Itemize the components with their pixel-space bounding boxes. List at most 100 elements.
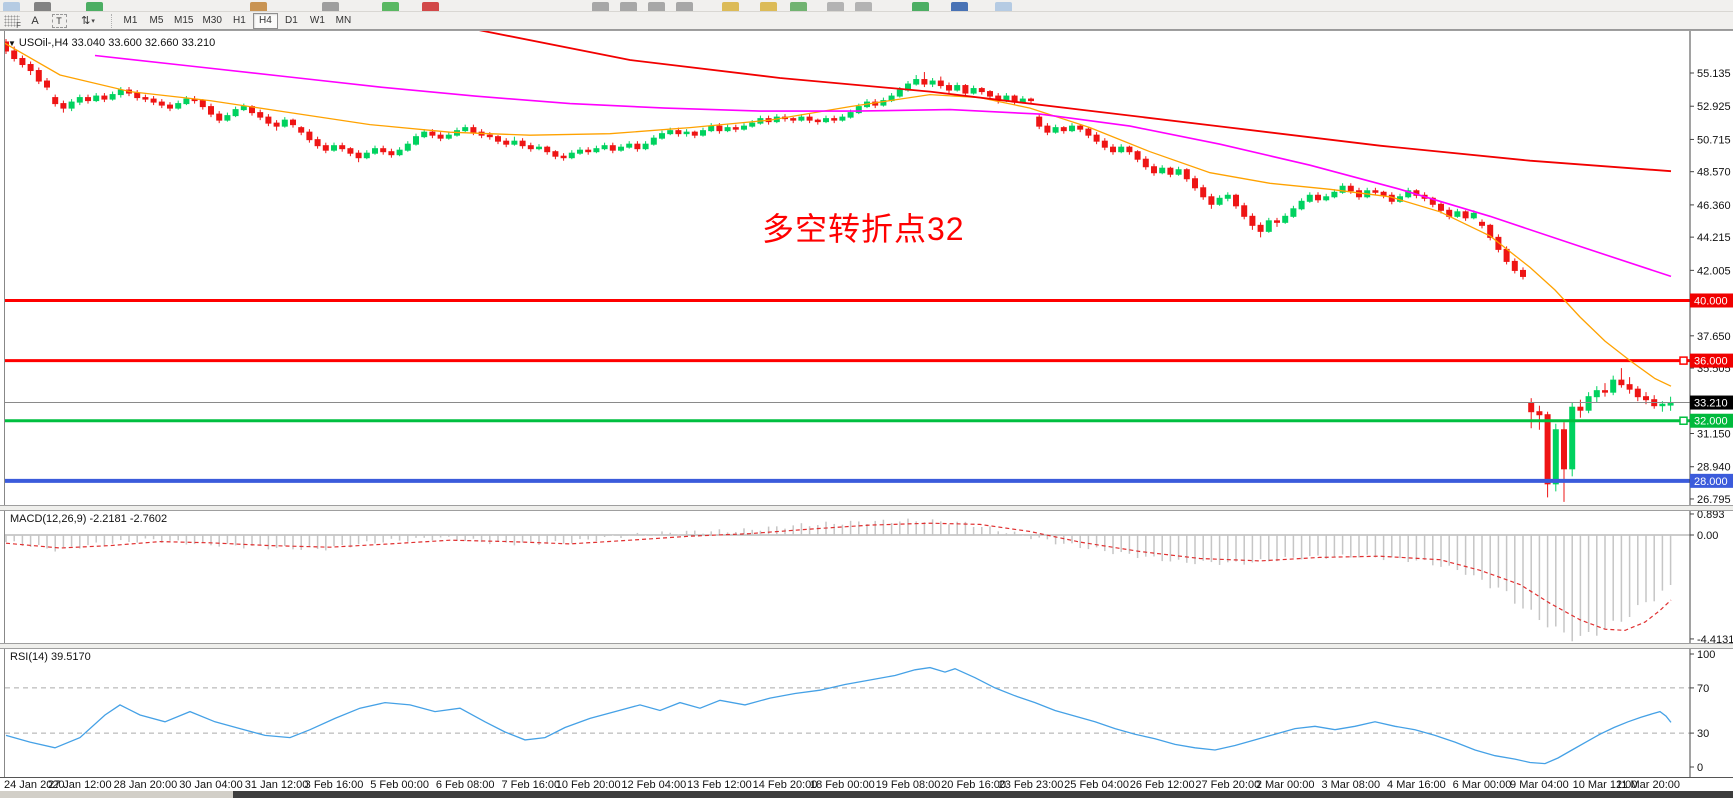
time-axis-label: 30 Jan 04:00 xyxy=(179,779,243,791)
candle xyxy=(150,96,157,106)
candle xyxy=(1126,145,1133,155)
candle xyxy=(568,150,575,160)
main-macd-separator[interactable] xyxy=(0,505,1733,511)
time-axis-label: 28 Jan 20:00 xyxy=(114,779,178,791)
dotted-grid-f-icon[interactable]: F xyxy=(4,14,21,30)
symbol-dropdown-icon[interactable]: ▼ xyxy=(8,39,16,48)
toolbar-icon-partial[interactable] xyxy=(760,2,777,11)
toolbar-icon-partial[interactable] xyxy=(3,2,20,11)
candle xyxy=(978,87,985,95)
toolbar-icon-partial[interactable] xyxy=(322,2,339,11)
candle xyxy=(987,90,993,100)
candle xyxy=(806,114,813,124)
time-axis-label: 4 Mar 16:00 xyxy=(1387,779,1446,791)
candle xyxy=(618,144,624,152)
candle xyxy=(208,103,214,118)
candle xyxy=(339,142,346,152)
candle xyxy=(1192,175,1198,191)
macd-rsi-separator[interactable] xyxy=(0,643,1733,649)
price-badge-label: 40.000 xyxy=(1694,295,1728,307)
candle xyxy=(158,99,165,109)
toolbar-icon-partial[interactable] xyxy=(250,2,267,11)
candle xyxy=(404,141,411,152)
candle xyxy=(1118,144,1125,154)
candle xyxy=(1110,144,1116,155)
candle xyxy=(1200,184,1207,200)
timeframe-m15-button[interactable]: M15 xyxy=(170,13,197,29)
toolbar-icon-partial[interactable] xyxy=(951,2,968,11)
timeframe-m5-button[interactable]: M5 xyxy=(144,13,169,29)
macd-panel xyxy=(5,518,1690,642)
toolbar-icon-partial[interactable] xyxy=(995,2,1012,11)
rsi-panel xyxy=(5,666,1690,765)
candle xyxy=(691,130,698,139)
time-axis-label: 24 Jan 2020 xyxy=(4,779,65,791)
toolbar-icon-partial[interactable] xyxy=(722,2,739,11)
timeframe-h4-button[interactable]: H4 xyxy=(252,12,278,29)
time-axis-label: 27 Jan 12:00 xyxy=(48,779,112,791)
candle xyxy=(257,109,264,121)
ma-fast-orange xyxy=(5,42,1672,387)
candle xyxy=(1520,267,1526,280)
macd-axis-label: 0.00 xyxy=(1697,530,1718,542)
toolbar-icon-partial[interactable] xyxy=(86,2,103,11)
candle xyxy=(1462,210,1469,221)
time-axis-label: 25 Feb 04:00 xyxy=(1064,779,1129,791)
candle xyxy=(216,111,223,124)
candle xyxy=(380,145,387,155)
candle xyxy=(372,145,378,155)
price-badge-32.000 xyxy=(1690,413,1733,428)
text-tool-a-button[interactable]: A xyxy=(31,14,39,27)
toolbar-icon-partial[interactable] xyxy=(592,2,609,11)
rsi-axis-label: 30 xyxy=(1697,728,1709,740)
chevron-down-icon: ▾ xyxy=(91,17,95,25)
candle xyxy=(462,124,469,133)
candle xyxy=(1454,208,1461,218)
timeframe-d1-button[interactable]: D1 xyxy=(279,13,304,29)
toolbar-icon-partial[interactable] xyxy=(620,2,637,11)
text-label-tool-button[interactable]: T xyxy=(48,12,70,29)
toolbar-icon-partial[interactable] xyxy=(855,2,872,11)
candle xyxy=(1306,192,1313,203)
timeframe-mn-button[interactable]: MN xyxy=(331,13,356,29)
toolbar-icon-partial[interactable] xyxy=(676,2,693,11)
candle xyxy=(413,133,419,146)
chart-annotation-text[interactable]: 多空转折点32 xyxy=(762,211,965,247)
candle xyxy=(1159,165,1166,175)
candle xyxy=(593,145,600,154)
cursor-tool-dropdown[interactable]: ⇅ ▾ xyxy=(72,12,104,29)
timeframe-m30-button[interactable]: M30 xyxy=(198,13,225,29)
toolbar-icon-partial[interactable] xyxy=(790,2,807,11)
candle xyxy=(1077,124,1084,133)
price-tick-label: 44.215 xyxy=(1697,232,1731,244)
candle xyxy=(1544,411,1551,498)
timeframe-w1-button[interactable]: W1 xyxy=(305,13,330,29)
line-handle-32[interactable] xyxy=(1679,416,1688,425)
rsi-line xyxy=(5,666,1672,765)
candle xyxy=(1216,195,1223,206)
toolbar-icon-partial[interactable] xyxy=(827,2,844,11)
timeframe-m1-button[interactable]: M1 xyxy=(118,13,143,29)
candle xyxy=(1134,150,1141,163)
price-tick-label: 31.150 xyxy=(1697,429,1731,441)
toolbar-icon-partial[interactable] xyxy=(382,2,399,11)
line-handle-36[interactable] xyxy=(1679,356,1688,365)
candle xyxy=(355,150,362,163)
price-tick-label: 42.005 xyxy=(1697,265,1731,277)
candle xyxy=(1495,234,1502,253)
candle xyxy=(1249,213,1256,230)
candle xyxy=(970,85,977,95)
timeframe-h1-button[interactable]: H1 xyxy=(227,13,252,29)
candle xyxy=(962,84,969,97)
candle xyxy=(650,135,657,146)
candle xyxy=(1298,198,1305,211)
candle xyxy=(683,129,690,137)
toolbar-icon-partial[interactable] xyxy=(648,2,665,11)
time-axis-label: 23 Feb 23:00 xyxy=(999,779,1064,791)
toolbar-icon-partial[interactable] xyxy=(34,2,51,11)
toolbar-icon-partial[interactable] xyxy=(912,2,929,11)
toolbar-icon-partial[interactable] xyxy=(422,2,439,11)
candle xyxy=(306,129,313,143)
candle xyxy=(527,142,534,152)
